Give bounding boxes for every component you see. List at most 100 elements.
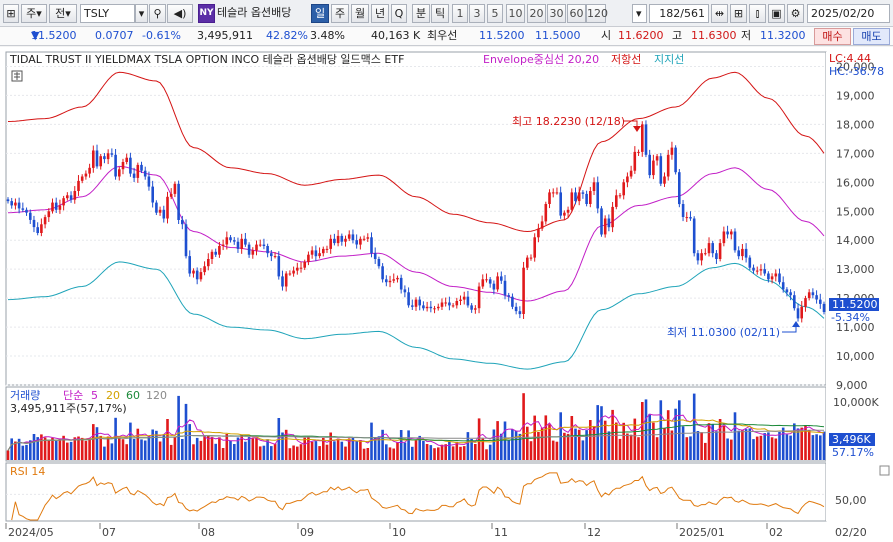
volume-bar bbox=[40, 434, 43, 460]
candle bbox=[655, 156, 659, 161]
volume-bar bbox=[110, 443, 114, 460]
period-month-label: 월 bbox=[354, 7, 366, 20]
volume-bar bbox=[347, 438, 351, 460]
candle bbox=[58, 205, 62, 210]
candle bbox=[299, 267, 303, 269]
date-input[interactable]: 2025/02/20 bbox=[807, 4, 890, 23]
count-button-60[interactable]: 60 bbox=[567, 4, 586, 23]
candle bbox=[755, 270, 759, 272]
volume-bar bbox=[80, 437, 84, 460]
volume-bar bbox=[570, 416, 574, 460]
volume-bar bbox=[10, 438, 13, 460]
candle bbox=[221, 244, 225, 246]
candle bbox=[548, 192, 551, 204]
date-value: 2025/02/20 bbox=[811, 7, 875, 20]
candle bbox=[318, 253, 321, 257]
volume-bar bbox=[58, 438, 62, 460]
volume-bar bbox=[125, 444, 128, 460]
period-week-button[interactable]: 주 bbox=[331, 4, 349, 23]
page-dropdown-icon[interactable]: ▾ bbox=[632, 4, 647, 23]
high-label: 고 bbox=[672, 29, 683, 42]
buy-button[interactable]: 매수 bbox=[814, 28, 851, 45]
period-month-button[interactable]: 월 bbox=[351, 4, 369, 23]
count-button-120[interactable]: 120 bbox=[586, 4, 608, 23]
ticker-input[interactable]: TSLY bbox=[80, 4, 135, 23]
high-annotation: 최고 18.2230 (12/18) bbox=[512, 115, 625, 128]
count-button-3[interactable]: 3 bbox=[469, 4, 485, 23]
volume-bar bbox=[188, 424, 191, 460]
candle bbox=[689, 217, 692, 219]
candle bbox=[511, 296, 514, 307]
volume-bar bbox=[577, 429, 581, 460]
volume-bar bbox=[273, 443, 277, 460]
candle bbox=[800, 306, 803, 319]
chart-type-icon[interactable]: ⫾ bbox=[749, 4, 766, 23]
lc-label: LC:4.44 bbox=[829, 52, 871, 65]
candle bbox=[600, 208, 603, 235]
candle bbox=[819, 299, 822, 304]
type-select[interactable]: 전▾ bbox=[49, 4, 77, 23]
ticker-dropdown-icon[interactable]: ▾ bbox=[135, 4, 148, 23]
count-button-1[interactable]: 1 bbox=[452, 4, 468, 23]
search-icon[interactable]: ⚲ bbox=[149, 4, 166, 23]
candle bbox=[169, 193, 173, 197]
volume-bar bbox=[507, 439, 510, 460]
volume-bar bbox=[399, 430, 403, 460]
y-tick-label: 20,000 bbox=[836, 60, 875, 73]
volume-bar bbox=[281, 432, 284, 460]
volume-bar bbox=[422, 440, 425, 460]
volume-bar bbox=[247, 437, 251, 460]
grid-toggle-icon-lines bbox=[14, 72, 20, 80]
candle bbox=[618, 195, 622, 197]
market-select[interactable]: 주▾ bbox=[21, 4, 47, 23]
candle bbox=[10, 201, 13, 206]
period-year-button[interactable]: 년 bbox=[371, 4, 389, 23]
volume-bar bbox=[433, 448, 436, 460]
candle bbox=[711, 243, 714, 254]
volume-bar bbox=[440, 444, 444, 460]
settings-icon[interactable]: ⚙ bbox=[787, 4, 804, 23]
volume-bar bbox=[770, 437, 774, 460]
candle bbox=[470, 305, 473, 310]
volume-ma20-label: 20 bbox=[106, 389, 120, 402]
sell-button[interactable]: 매도 bbox=[853, 28, 890, 45]
volume-bar bbox=[258, 446, 262, 460]
period-minute-button[interactable]: 분 bbox=[412, 4, 430, 23]
candle bbox=[17, 202, 21, 209]
crosshair-icon[interactable]: ⊞ bbox=[730, 4, 747, 23]
volume-bar bbox=[106, 436, 110, 460]
candles bbox=[6, 120, 826, 323]
volume-bar bbox=[781, 427, 785, 460]
candle bbox=[574, 192, 577, 202]
candle bbox=[488, 279, 492, 284]
candle bbox=[192, 270, 195, 274]
candle bbox=[681, 204, 685, 217]
period-q-button[interactable]: Q bbox=[391, 4, 407, 23]
rsi-scale-icon[interactable] bbox=[879, 465, 890, 476]
volume-bar bbox=[611, 409, 614, 460]
period-tick-button[interactable]: 틱 bbox=[431, 4, 449, 23]
save-icon[interactable]: ▣ bbox=[768, 4, 785, 23]
price-change-pct: -0.61% bbox=[142, 29, 181, 42]
layout-icon[interactable]: ⊞ bbox=[3, 4, 19, 23]
count-button-20[interactable]: 20 bbox=[527, 4, 546, 23]
candle bbox=[507, 295, 510, 297]
volume-bar bbox=[129, 422, 132, 460]
chart-title: TIDAL TRUST II YIELDMAX TSLA OPTION INCO… bbox=[9, 52, 404, 66]
volume-bar bbox=[244, 441, 247, 460]
period-day-button[interactable]: 일 bbox=[311, 4, 329, 23]
x-tick-label: 11 bbox=[494, 526, 508, 539]
last-volume-pct: 57.17% bbox=[832, 446, 874, 459]
compare-icon[interactable]: ⇹ bbox=[711, 4, 728, 23]
count-button-30[interactable]: 30 bbox=[547, 4, 566, 23]
volume-bar bbox=[470, 439, 473, 460]
volume-bar bbox=[284, 429, 288, 460]
candle bbox=[80, 176, 84, 181]
volume-bar bbox=[43, 437, 47, 460]
sound-icon[interactable]: ◀) bbox=[167, 4, 193, 23]
candle bbox=[641, 124, 644, 152]
count-button-10[interactable]: 10 bbox=[506, 4, 525, 23]
count-button-5[interactable]: 5 bbox=[487, 4, 503, 23]
candle bbox=[462, 296, 466, 300]
candle bbox=[54, 202, 58, 210]
